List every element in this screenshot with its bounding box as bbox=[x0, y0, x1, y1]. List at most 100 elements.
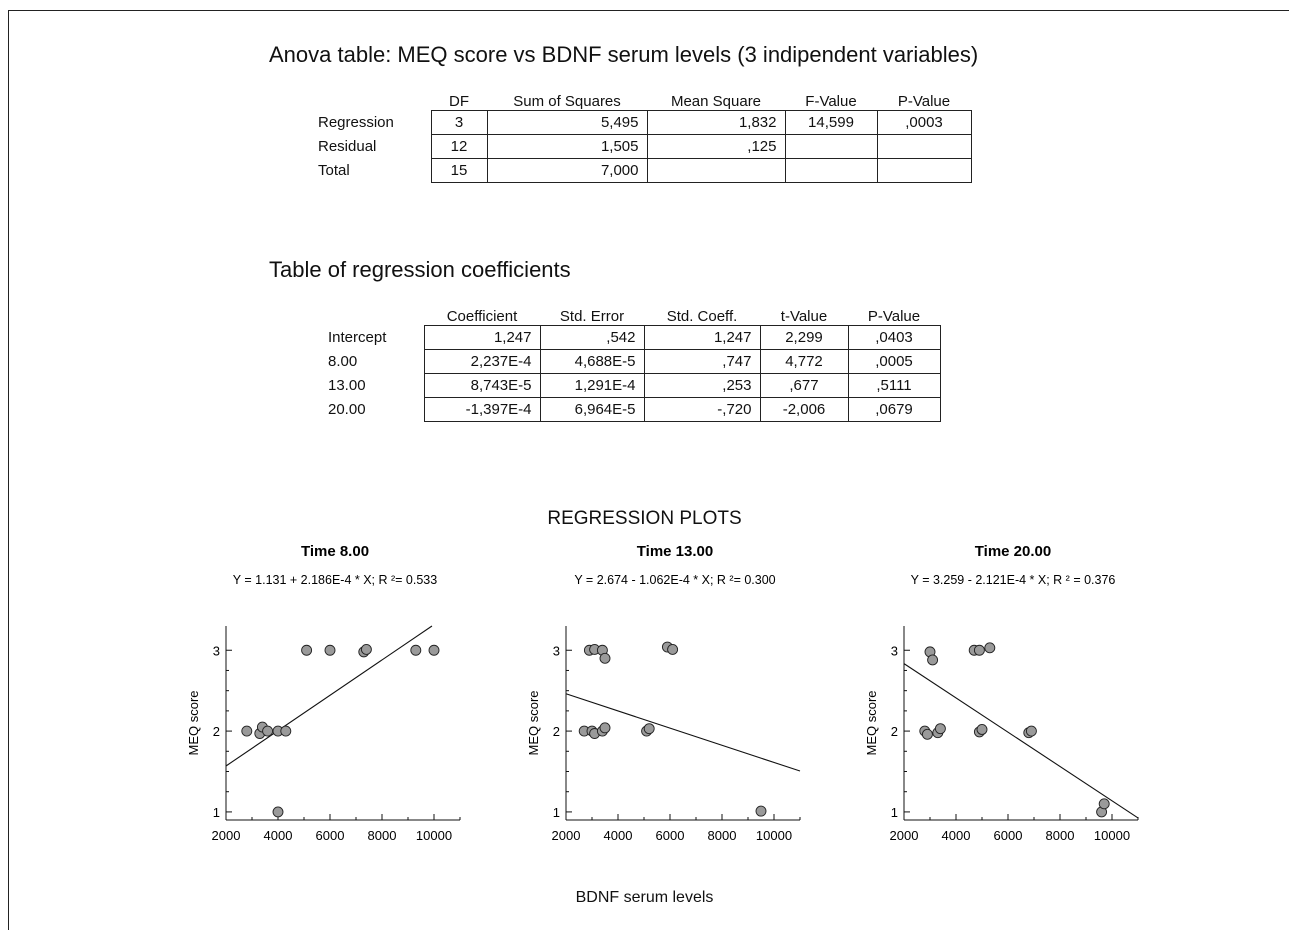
regression-plot-time-20: Time 20.00 Y = 3.259 - 2.121E-4 * X; R ² … bbox=[864, 543, 1139, 843]
anova-cell: 12 bbox=[430, 134, 488, 159]
anova-header-row: DF Sum of Squares Mean Square F-Value P-… bbox=[318, 86, 971, 111]
coef-cell: 4,772 bbox=[759, 349, 849, 374]
coef-cell: -2,006 bbox=[759, 397, 849, 422]
coef-cell: -,720 bbox=[643, 397, 761, 422]
data-point bbox=[1098, 798, 1110, 810]
x-tick-label: 8000 bbox=[1046, 828, 1075, 843]
data-point bbox=[976, 724, 988, 735]
y-tick-label: 3 bbox=[553, 643, 560, 658]
regression-plot-time-8: Time 8.00 Y = 1.131 + 2.186E-4 * X; R ²= … bbox=[186, 543, 461, 843]
coefficients-table-title: Table of regression coefficients bbox=[269, 257, 571, 282]
coef-row-label: Intercept bbox=[328, 329, 387, 346]
anova-header-cell: P-Value bbox=[897, 93, 951, 110]
coef-cell: ,0679 bbox=[847, 397, 941, 422]
coef-cell: ,5111 bbox=[847, 373, 941, 398]
coefficients-table: Coefficient Std. Error Std. Coeff. t-Val… bbox=[328, 301, 941, 422]
anova-cell bbox=[646, 158, 786, 183]
anova-row: Total 15 7,000 bbox=[318, 158, 972, 183]
coef-header-cell: Std. Error bbox=[559, 308, 625, 325]
coef-row: 8.00 2,237E-4 4,688E-5 ,747 4,772 ,0005 bbox=[328, 349, 941, 374]
plot-title: Time 20.00 bbox=[975, 543, 1051, 560]
anova-header-cell bbox=[318, 86, 431, 111]
y-axis-label: MEQ score bbox=[186, 690, 201, 755]
coef-cell: ,677 bbox=[759, 373, 849, 398]
y-tick-label: 1 bbox=[553, 805, 560, 820]
x-tick-label: 6000 bbox=[656, 828, 685, 843]
coef-cell: ,253 bbox=[643, 373, 761, 398]
data-point bbox=[301, 644, 313, 656]
x-tick-label: 6000 bbox=[994, 828, 1023, 843]
x-tick-label: 2000 bbox=[890, 828, 919, 843]
coef-row-label: 20.00 bbox=[328, 401, 366, 418]
data-point bbox=[428, 644, 440, 656]
x-tick-label: 10000 bbox=[1094, 828, 1130, 843]
coef-cell: 8,743E-5 bbox=[423, 373, 541, 398]
anova-row-label: Total bbox=[318, 162, 350, 179]
anova-table-title: Anova table: MEQ score vs BDNF serum lev… bbox=[269, 42, 979, 67]
coef-row-label: 8.00 bbox=[328, 353, 358, 370]
y-tick-label: 1 bbox=[891, 805, 898, 820]
anova-cell bbox=[784, 158, 878, 183]
data-point bbox=[755, 805, 767, 817]
coef-row: Intercept 1,247 ,542 1,247 2,299 ,0403 bbox=[328, 325, 941, 350]
data-point bbox=[643, 723, 655, 735]
data-point bbox=[927, 654, 939, 666]
data-point bbox=[280, 725, 292, 737]
coef-cell: 1,247 bbox=[423, 325, 541, 350]
data-point bbox=[984, 642, 996, 654]
anova-row-label: Residual bbox=[318, 138, 377, 155]
x-tick-label: 10000 bbox=[756, 828, 792, 843]
shared-x-axis-label: BDNF serum levels bbox=[575, 889, 714, 906]
anova-cell: ,0003 bbox=[876, 110, 972, 135]
data-point bbox=[1025, 725, 1037, 737]
data-point bbox=[324, 644, 336, 656]
regression-line bbox=[565, 693, 801, 772]
anova-cell: 1,832 bbox=[646, 110, 786, 135]
x-tick-label: 4000 bbox=[264, 828, 293, 843]
y-tick-label: 2 bbox=[553, 724, 560, 739]
anova-cell: 14,599 bbox=[784, 110, 878, 135]
coef-header-cell: Coefficient bbox=[446, 308, 518, 325]
anova-table: DF Sum of Squares Mean Square F-Value P-… bbox=[318, 86, 972, 183]
y-tick-label: 3 bbox=[213, 643, 220, 658]
data-point bbox=[410, 644, 422, 656]
anova-cell bbox=[784, 134, 878, 159]
x-tick-label: 8000 bbox=[368, 828, 397, 843]
figure-frame bbox=[8, 10, 1289, 930]
anova-header-cell: Mean Square bbox=[670, 93, 762, 110]
regression-line bbox=[225, 625, 433, 767]
anova-cell: 5,495 bbox=[486, 110, 648, 135]
data-point bbox=[667, 643, 679, 655]
y-tick-label: 3 bbox=[891, 643, 898, 658]
coef-row: 20.00 -1,397E-4 6,964E-5 -,720 -2,006 ,0… bbox=[328, 397, 941, 422]
coef-cell: ,0403 bbox=[847, 325, 941, 350]
coef-header-cell bbox=[328, 301, 424, 326]
anova-header-cell: Sum of Squares bbox=[513, 93, 621, 110]
x-tick-label: 10000 bbox=[416, 828, 452, 843]
coef-cell: 1,247 bbox=[643, 325, 761, 350]
coef-cell: 2,237E-4 bbox=[423, 349, 541, 374]
y-tick-label: 2 bbox=[213, 724, 220, 739]
y-tick-label: 2 bbox=[891, 724, 898, 739]
anova-cell: 15 bbox=[430, 158, 488, 183]
x-tick-label: 4000 bbox=[942, 828, 971, 843]
x-tick-label: 2000 bbox=[212, 828, 241, 843]
coef-cell: 2,299 bbox=[759, 325, 849, 350]
anova-cell: 3 bbox=[430, 110, 488, 135]
anova-header-cell: F-Value bbox=[805, 93, 857, 110]
data-point bbox=[973, 644, 985, 656]
coef-cell: 1,291E-4 bbox=[539, 373, 645, 398]
data-point bbox=[599, 722, 611, 734]
coef-header-row: Coefficient Std. Error Std. Coeff. t-Val… bbox=[328, 301, 940, 326]
anova-row: Residual 12 1,505 ,125 bbox=[318, 134, 972, 159]
regression-plots-title: REGRESSION PLOTS bbox=[547, 508, 742, 529]
data-point bbox=[272, 806, 284, 818]
data-point bbox=[262, 725, 274, 737]
coef-cell: ,747 bbox=[643, 349, 761, 374]
plot-equation: Y = 3.259 - 2.121E-4 * X; R ² = 0.376 bbox=[911, 573, 1116, 587]
coef-cell: ,0005 bbox=[847, 349, 941, 374]
plot-title: Time 8.00 bbox=[301, 543, 369, 560]
y-axis-label: MEQ score bbox=[864, 690, 879, 755]
y-axis-label: MEQ score bbox=[526, 690, 541, 755]
regression-line bbox=[903, 663, 1139, 819]
